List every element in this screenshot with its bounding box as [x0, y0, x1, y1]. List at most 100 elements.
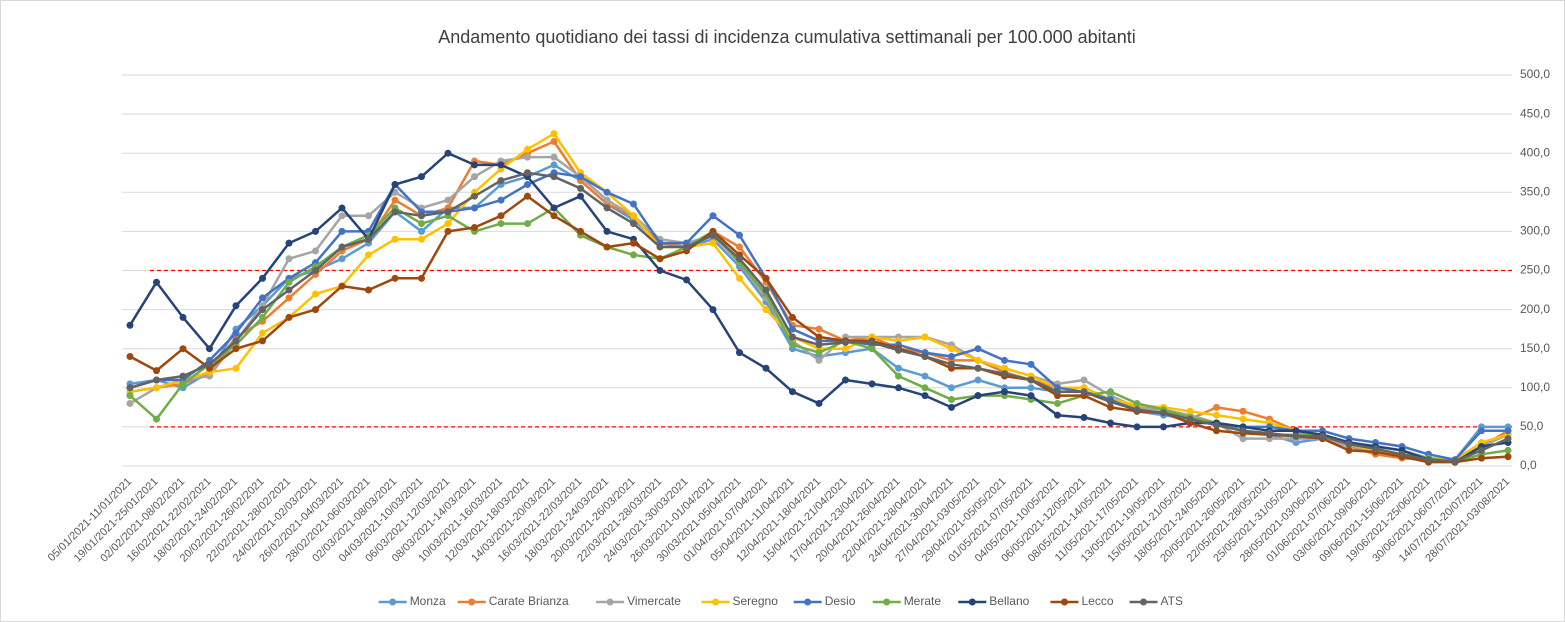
- point: [1160, 423, 1167, 431]
- point: [232, 329, 240, 337]
- point: [736, 243, 743, 251]
- point: [418, 227, 425, 235]
- point: [1213, 427, 1220, 435]
- point: [524, 220, 531, 228]
- point: [1478, 446, 1485, 454]
- point: [762, 364, 770, 372]
- point: [1239, 407, 1247, 415]
- point: [815, 349, 823, 357]
- point: [630, 200, 637, 208]
- point: [365, 286, 372, 294]
- y-tick-label: 450,0: [1520, 106, 1550, 120]
- point: [736, 349, 743, 357]
- point: [1425, 456, 1432, 464]
- point: [497, 220, 505, 228]
- point: [921, 384, 929, 392]
- point: [126, 353, 134, 361]
- point: [391, 235, 399, 243]
- point: [471, 204, 478, 212]
- point: [948, 353, 955, 361]
- point: [948, 345, 955, 353]
- point: [1451, 457, 1459, 465]
- point: [153, 367, 160, 375]
- point: [153, 376, 160, 384]
- point: [762, 286, 770, 294]
- legend-label: Bellano: [989, 594, 1029, 608]
- point: [815, 341, 823, 349]
- point: [895, 346, 902, 354]
- point: [179, 313, 187, 321]
- point: [338, 255, 346, 263]
- point: [232, 364, 240, 372]
- point: [1213, 421, 1220, 429]
- point: [312, 290, 319, 298]
- point: [974, 356, 982, 364]
- point: [577, 184, 584, 192]
- point: [1027, 392, 1035, 400]
- point: [232, 302, 240, 310]
- y-tick-label: 350,0: [1520, 184, 1550, 198]
- point: [1133, 399, 1141, 407]
- legend-marker: [606, 598, 614, 606]
- legend-label: Monza: [410, 594, 446, 608]
- point: [206, 345, 213, 353]
- point: [497, 196, 505, 204]
- point: [312, 227, 319, 235]
- point: [815, 325, 823, 333]
- point: [126, 384, 134, 392]
- y-tick-label: 150,0: [1520, 341, 1550, 355]
- point: [232, 337, 240, 345]
- point: [842, 376, 849, 384]
- point: [868, 380, 876, 388]
- point: [285, 313, 293, 321]
- point: [126, 392, 134, 400]
- point: [1107, 398, 1114, 406]
- point: [1160, 409, 1167, 417]
- point: [312, 267, 319, 274]
- point: [1186, 407, 1194, 415]
- point: [868, 345, 876, 353]
- point: [259, 337, 266, 345]
- point: [1054, 388, 1061, 396]
- point: [524, 145, 531, 153]
- legend-marker: [1061, 598, 1068, 606]
- legend-label: Desio: [825, 594, 856, 608]
- point: [1266, 429, 1273, 437]
- point: [1054, 411, 1061, 419]
- point: [1001, 388, 1008, 396]
- point: [656, 243, 664, 251]
- point: [444, 208, 452, 216]
- point: [736, 255, 743, 263]
- point: [365, 235, 372, 243]
- point: [603, 204, 611, 212]
- point: [285, 278, 293, 286]
- point: [524, 192, 531, 200]
- point: [365, 251, 372, 259]
- point: [630, 239, 637, 247]
- point: [709, 239, 717, 247]
- point: [1054, 399, 1061, 407]
- point: [656, 255, 664, 263]
- legend-label: Vimercate: [627, 594, 681, 608]
- point: [471, 192, 478, 200]
- point: [1001, 364, 1008, 372]
- point: [815, 356, 823, 364]
- point: [285, 286, 293, 294]
- point: [895, 364, 902, 372]
- point: [285, 255, 293, 263]
- legend-label: ATS: [1161, 594, 1183, 608]
- legend-label: Lecco: [1082, 594, 1114, 608]
- point: [630, 220, 637, 228]
- point: [550, 173, 558, 181]
- y-tick-label: 0,0: [1520, 458, 1537, 472]
- point: [895, 384, 902, 392]
- point: [1213, 403, 1220, 411]
- legend-marker: [389, 598, 397, 606]
- point: [1027, 384, 1035, 392]
- point: [550, 130, 558, 138]
- point: [868, 338, 876, 346]
- point: [1345, 446, 1353, 454]
- point: [179, 372, 187, 380]
- point: [550, 204, 558, 212]
